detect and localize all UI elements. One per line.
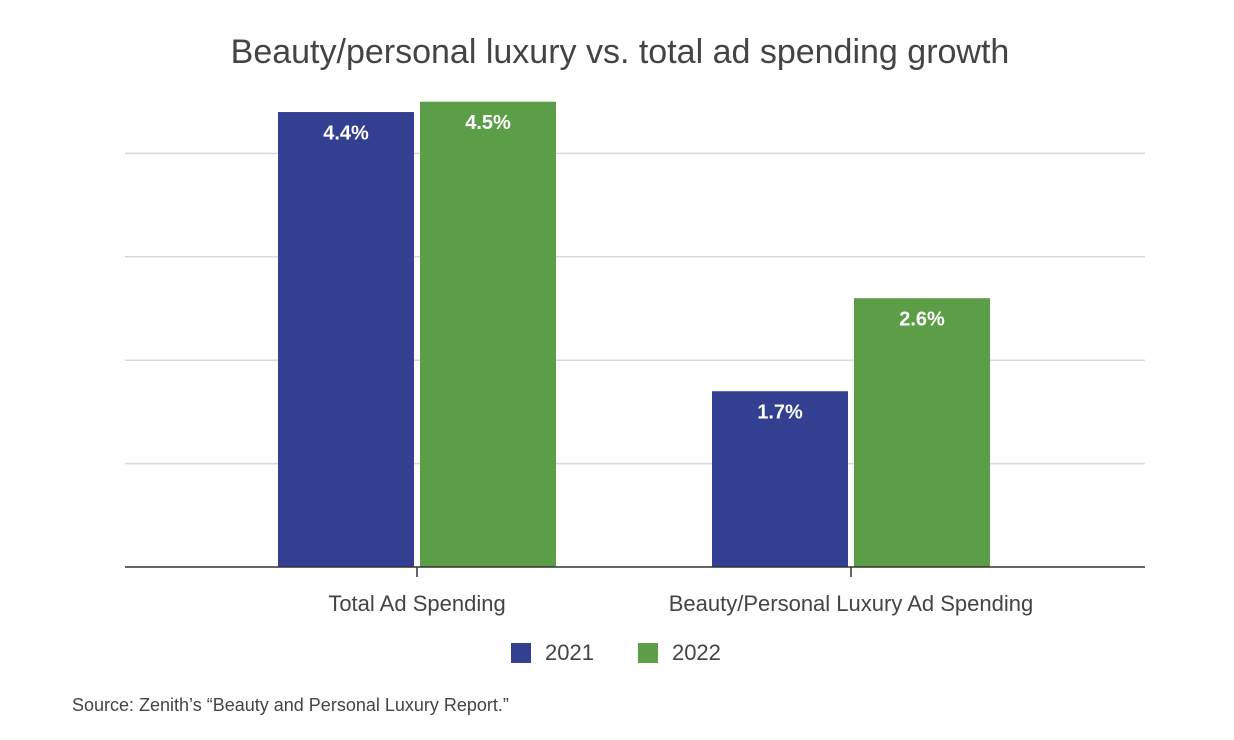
bar xyxy=(854,298,990,567)
value-label: 1.7% xyxy=(757,402,803,424)
legend-label: 2021 xyxy=(545,640,594,665)
bar xyxy=(420,101,556,567)
value-label: 4.4% xyxy=(323,122,369,144)
x-tick-label: Beauty/Personal Luxury Ad Spending xyxy=(669,591,1033,616)
chart-title: Beauty/personal luxury vs. total ad spen… xyxy=(231,33,1010,71)
bar xyxy=(278,112,414,567)
value-label: 2.6% xyxy=(899,308,945,330)
source-note: Source: Zenith’s “Beauty and Personal Lu… xyxy=(72,695,509,715)
legend-swatch xyxy=(511,643,531,663)
x-tick-label: Total Ad Spending xyxy=(328,591,505,616)
value-label: 4.5% xyxy=(465,112,511,134)
bar xyxy=(712,391,848,567)
legend-label: 2022 xyxy=(672,640,721,665)
legend-swatch xyxy=(637,643,658,663)
